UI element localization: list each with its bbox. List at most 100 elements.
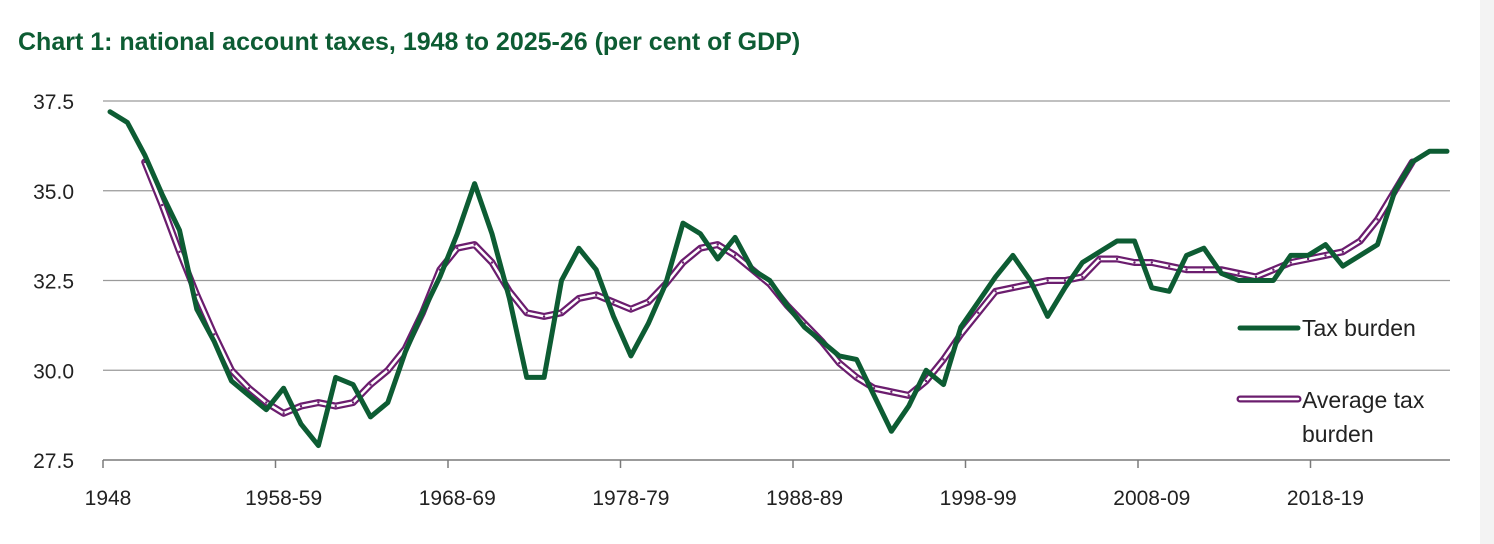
data-point-tax-burden: [126, 121, 129, 124]
data-point-average-tax-burden: [525, 311, 528, 315]
data-point-average-tax-burden: [1115, 257, 1119, 261]
data-point-tax-burden: [351, 383, 355, 386]
data-point-average-tax-burden: [594, 293, 598, 297]
data-point-average-tax-burden: [1202, 268, 1206, 271]
x-axis: [102, 459, 1450, 468]
data-point-tax-burden: [942, 383, 945, 386]
data-point-tax-burden: [1185, 254, 1188, 257]
data-point-tax-burden: [1063, 286, 1067, 289]
y-tick-label: 35.0: [33, 181, 74, 204]
data-point-tax-burden: [820, 340, 824, 343]
y-tick-label: 27.5: [33, 450, 74, 473]
data-point-average-tax-burden: [976, 311, 980, 315]
data-point-tax-burden: [1167, 290, 1171, 293]
data-point-tax-burden: [924, 369, 928, 372]
y-axis-tick-labels: 27.5 30.0 32.5 35.0 37.5: [33, 91, 74, 473]
data-point-tax-burden: [473, 182, 476, 185]
data-point-tax-burden: [1411, 160, 1414, 164]
data-point-average-tax-burden: [994, 290, 997, 293]
data-point-average-tax-burden: [1011, 286, 1015, 289]
data-point-average-tax-burden: [1254, 275, 1258, 279]
legend-label-average-line-1: Average tax: [1302, 387, 1425, 413]
x-tick-label: 1958-59: [245, 487, 322, 510]
data-point-average-tax-burden: [1046, 279, 1049, 282]
data-point-average-tax-burden: [542, 315, 546, 318]
data-point-tax-burden: [195, 308, 199, 311]
data-point-average-tax-burden: [1081, 275, 1084, 279]
data-point-tax-burden: [785, 304, 789, 307]
data-point-tax-burden: [994, 275, 997, 279]
data-point-tax-burden: [733, 236, 737, 239]
data-point-tax-burden: [577, 246, 581, 250]
data-point-tax-burden: [1150, 286, 1154, 289]
data-point-tax-burden: [1272, 279, 1275, 282]
data-point-average-tax-burden: [1185, 268, 1188, 271]
data-point-tax-burden: [282, 387, 285, 390]
data-point-tax-burden: [525, 376, 528, 379]
y-tick-label: 30.0: [33, 360, 74, 383]
legend: Tax burden Average tax burden: [1236, 315, 1425, 447]
data-point-tax-burden: [1306, 254, 1310, 257]
data-point-average-tax-burden: [160, 203, 164, 207]
data-point-tax-burden: [1341, 264, 1345, 268]
x-axis-tick-labels: 1948 1958-59 1968-69 1978-79 1988-89 1998-99 2…: [85, 487, 1364, 510]
data-point-tax-burden: [403, 351, 407, 354]
series-points-tax-burden: [108, 110, 1449, 447]
data-point-tax-burden: [1011, 254, 1015, 257]
data-point-average-tax-burden: [1167, 264, 1171, 268]
y-tick-label: 32.5: [33, 271, 74, 294]
data-point-tax-burden: [1428, 150, 1431, 153]
data-point-tax-burden: [1254, 279, 1258, 282]
gridlines: [103, 100, 1450, 371]
series-lines: [107, 109, 1450, 449]
data-point-tax-burden: [1376, 243, 1379, 246]
data-point-average-tax-burden: [351, 401, 355, 404]
data-point-average-tax-burden: [317, 401, 320, 404]
y-tick-label: 37.5: [33, 91, 74, 114]
data-point-average-tax-burden: [1376, 218, 1379, 221]
data-point-average-tax-burden: [230, 369, 233, 372]
data-point-average-tax-burden: [577, 297, 581, 300]
x-tick-label: 1988-89: [766, 487, 843, 510]
data-point-average-tax-burden: [1133, 261, 1136, 264]
data-point-average-tax-burden: [560, 311, 563, 315]
data-point-average-tax-burden: [924, 379, 928, 383]
data-point-tax-burden: [542, 376, 546, 379]
data-point-tax-burden: [751, 268, 754, 271]
data-point-tax-burden: [959, 325, 963, 329]
series-line-tax-burden: [107, 109, 1450, 449]
data-point-tax-burden: [1445, 150, 1449, 153]
data-point-tax-burden: [647, 322, 650, 325]
data-point-tax-burden: [1324, 243, 1327, 246]
data-point-tax-burden: [212, 340, 216, 343]
data-point-tax-burden: [1220, 272, 1223, 275]
data-point-average-tax-burden: [334, 404, 337, 408]
data-point-average-tax-burden: [1150, 261, 1154, 264]
data-point-tax-burden: [699, 232, 702, 236]
data-point-average-tax-burden: [1289, 261, 1292, 264]
right-edge-strip: [1480, 0, 1494, 544]
data-point-average-tax-burden: [178, 250, 181, 253]
data-point-average-tax-burden: [1306, 257, 1310, 261]
data-point-tax-burden: [594, 268, 598, 271]
data-point-tax-burden: [386, 401, 390, 404]
data-point-average-tax-burden: [1098, 257, 1101, 261]
chart-title: Chart 1: national account taxes, 1948 to…: [18, 28, 801, 56]
data-point-tax-burden: [838, 354, 841, 358]
legend-item-average-tax-burden: Average tax burden: [1236, 387, 1425, 447]
data-point-tax-burden: [143, 153, 146, 157]
data-point-tax-burden: [299, 422, 303, 426]
legend-label-tax-burden: Tax burden: [1302, 315, 1416, 341]
x-tick-label: 1948: [85, 487, 132, 510]
data-point-tax-burden: [456, 232, 459, 236]
data-point-tax-burden: [1393, 189, 1397, 192]
data-point-tax-burden: [612, 315, 615, 318]
data-point-average-tax-burden: [282, 412, 285, 415]
data-point-average-tax-burden: [716, 243, 719, 246]
legend-label-average-line-2: burden: [1302, 421, 1374, 447]
data-point-tax-burden: [230, 379, 233, 383]
data-point-average-tax-burden: [369, 383, 372, 386]
data-point-tax-burden: [1046, 315, 1049, 318]
data-point-average-tax-burden: [265, 401, 268, 404]
data-point-average-tax-burden: [838, 361, 841, 365]
